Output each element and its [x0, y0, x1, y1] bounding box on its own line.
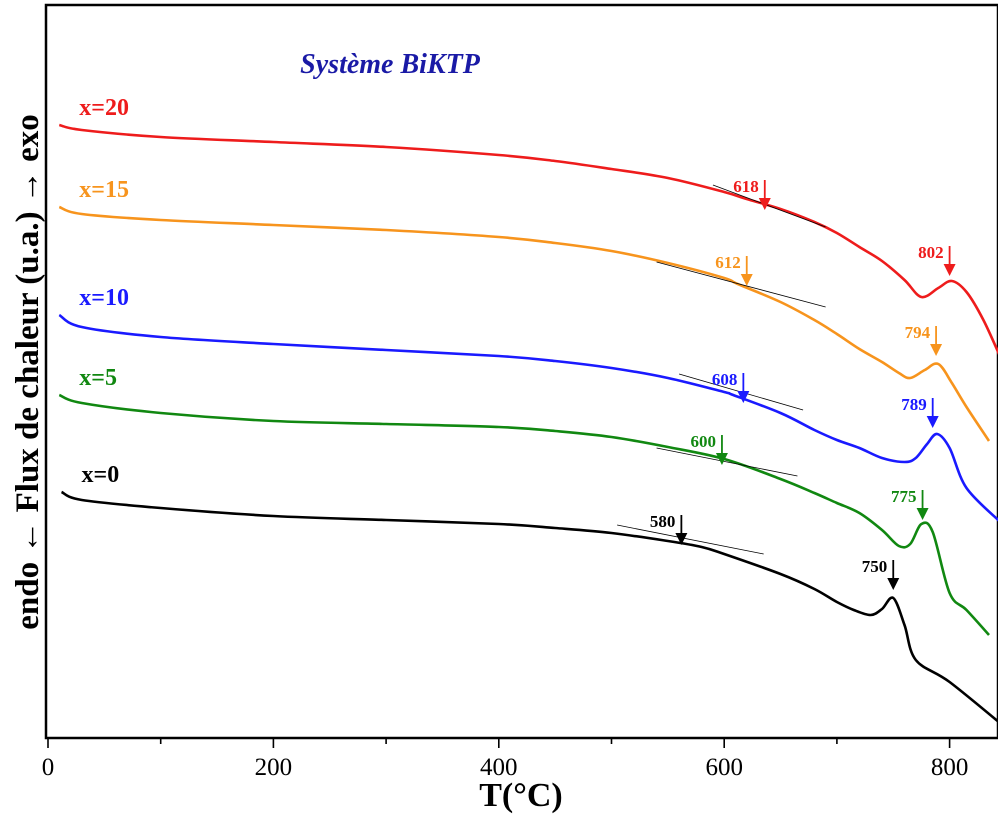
annotation-arrow-head [943, 264, 956, 276]
annotation-label: 789 [901, 395, 927, 414]
series-layer: x=20 x=15 x=10 x=5 x=0 [58, 95, 998, 724]
annotation-arrow-head [916, 508, 929, 520]
x-tick-label: 0 [42, 754, 55, 781]
annotation-arrow-head [737, 391, 750, 403]
annotation-arrow-head [740, 274, 753, 286]
series-label: x=5 [79, 365, 117, 391]
x-ticks: 0 200 400 600 800 [42, 738, 969, 781]
annotation-label: 750 [862, 557, 888, 576]
series-label: x=20 [79, 95, 129, 121]
plot-frame [44, 3, 998, 740]
annotation-label: 580 [650, 512, 676, 531]
tangent-line [712, 184, 826, 228]
annotation-label: 618 [733, 177, 759, 196]
annotation-label: 600 [690, 432, 716, 451]
annotation-arrow-head [758, 198, 771, 210]
x-axis-label: T(°C) [479, 777, 562, 814]
annotation-label: 612 [715, 253, 741, 272]
series-line-x-5 [58, 393, 990, 636]
x-tick-label: 200 [255, 754, 293, 781]
annotation-arrow-head [887, 578, 900, 590]
x-tick-label: 800 [931, 754, 969, 781]
annotation-arrow-head [930, 344, 943, 356]
x-tick-label: 600 [705, 754, 743, 781]
x-tick-label: 400 [480, 754, 518, 781]
annotation-label: 794 [905, 323, 931, 342]
chart-title: Système BiKTP [300, 49, 481, 80]
y-axis-label: endo ← Flux de chaleur (u.a.) → exo [10, 114, 46, 629]
series-label: x=15 [79, 177, 129, 203]
tangent-line [656, 447, 798, 477]
annotation-arrow-head [715, 453, 728, 465]
tangent-line [617, 524, 764, 555]
annotation-layer: 618 612 608 600 580 802 794 789 775 750 [617, 177, 956, 590]
annotation-arrow-head [926, 416, 939, 428]
series-line-x-0 [60, 490, 998, 724]
series-line-x-15 [58, 205, 991, 442]
tangent-line [656, 261, 826, 308]
series-line-x-10 [58, 313, 998, 522]
annotation-label: 775 [891, 487, 917, 506]
series-label: x=0 [82, 462, 120, 488]
annotation-label: 608 [712, 370, 738, 389]
annotation-arrow-head [675, 533, 688, 545]
annotation-label: 802 [918, 243, 944, 262]
series-label: x=10 [79, 285, 129, 311]
